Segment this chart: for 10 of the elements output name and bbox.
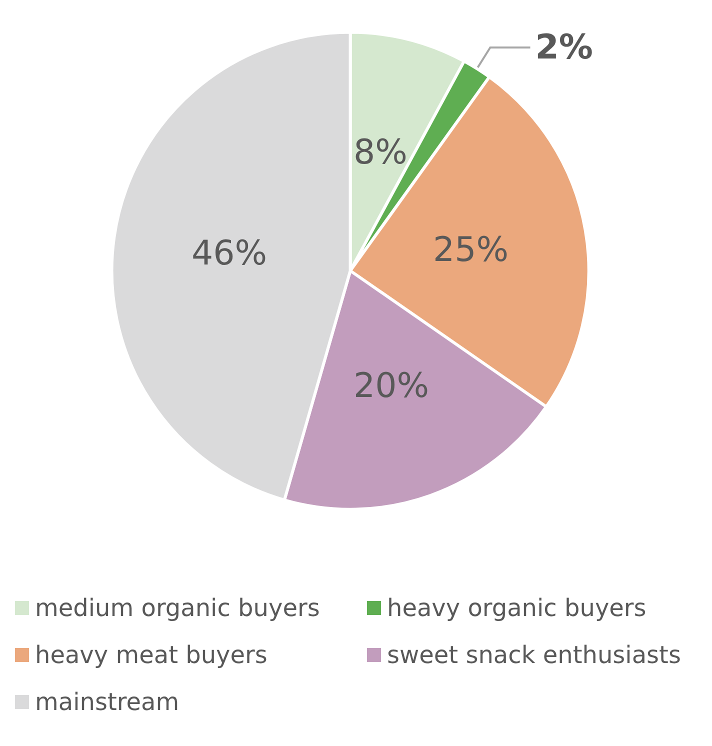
legend-label: heavy meat buyers: [35, 641, 268, 669]
legend-label: heavy organic buyers: [387, 594, 646, 622]
data-label: 2%: [535, 28, 593, 68]
legend-label: sweet snack enthusiasts: [387, 641, 681, 669]
legend-label: medium organic buyers: [35, 594, 320, 622]
data-label: 25%: [432, 230, 509, 270]
data-label: 20%: [354, 366, 430, 406]
data-label: 46%: [191, 234, 268, 274]
legend-label: mainstream: [35, 688, 180, 716]
data-label: 8%: [353, 132, 408, 172]
